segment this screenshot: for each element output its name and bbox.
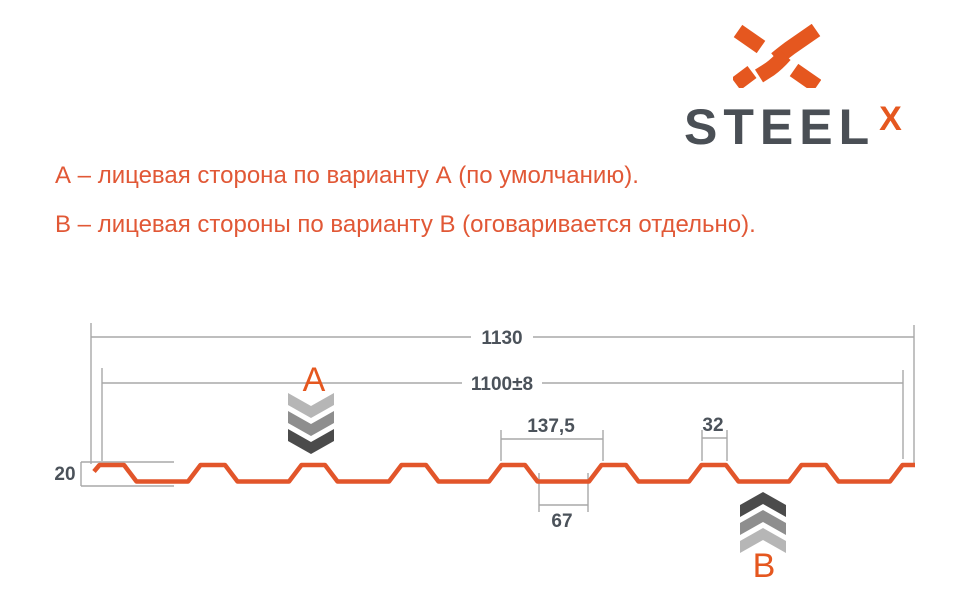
dim-rib-pitch-label: 137,5 [527,416,575,437]
dim-rib-top-width: 32 [701,415,728,461]
chevron-up-icon [740,492,786,517]
logo-arm-center-hook [754,49,791,83]
dim-rib-pitch: 137,5 [500,416,604,461]
chevron-down-icon [288,429,334,454]
logo-arm-bottom-right [789,63,821,88]
note-line-b: В – лицевая стороны по варианту В (огова… [55,211,756,238]
dim-valley-width-label: 67 [551,511,572,532]
chevron-down-icon [288,393,334,418]
note-line-a: А – лицевая сторона по варианту А (по ум… [55,162,639,189]
chevron-up-icon [740,528,786,553]
dim-overall-width-label: 1130 [481,328,522,349]
marker-side-a: А [288,361,334,454]
dim-working-width-label: 1100±8 [471,374,533,395]
dim-profile-height: 20 [54,461,174,487]
chevron-up-icon [740,510,786,535]
logo-arm-bottom-left [733,66,757,88]
marker-b-letter: В [753,547,776,585]
dim-overall-width: 1130 [91,328,914,349]
marker-a-letter: А [303,361,326,399]
logo-wordmark: STEEL X [684,102,902,152]
dim-rib-top-width-label: 32 [702,415,723,436]
steelx-logo: STEEL X [660,18,920,158]
sheet-profile-line [92,462,915,484]
marker-side-b: В [740,492,786,585]
dim-profile-height-label: 20 [54,464,75,485]
dim-working-width: 1100±8 [102,374,903,395]
logo-arm-top-left [733,24,766,54]
profile-drawing: 1130 1100±8 137,5 32 67 [54,323,915,585]
steelx-x-icon [733,24,821,88]
logo-brand-text: STEEL [684,99,876,155]
logo-superscript-x: X [879,100,902,138]
chevron-down-icon [288,411,334,436]
